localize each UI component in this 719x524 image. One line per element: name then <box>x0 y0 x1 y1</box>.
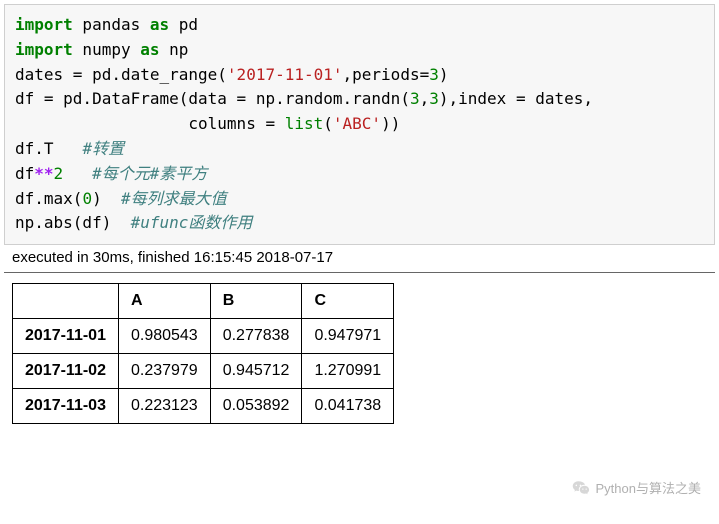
code-token: np <box>160 40 189 59</box>
row-index: 2017-11-03 <box>13 389 119 424</box>
code-token: df <box>15 164 34 183</box>
code-token <box>63 164 92 183</box>
code-token: df = pd.DataFrame(data = np.random.randn… <box>15 89 410 108</box>
code-token: pd <box>169 15 198 34</box>
code-token: dates = pd.date_range( <box>15 65 227 84</box>
table-cell: 0.053892 <box>210 389 302 424</box>
table-cell: 0.277838 <box>210 319 302 354</box>
code-token: ** <box>34 164 53 183</box>
execution-status: executed in 30ms, finished 16:15:45 2018… <box>4 245 715 273</box>
code-token: np.abs(df) <box>15 213 131 232</box>
row-index: 2017-11-01 <box>13 319 119 354</box>
code-token: #转置 <box>82 139 124 158</box>
code-token: as <box>140 40 159 59</box>
code-token: as <box>150 15 169 34</box>
code-token: list <box>285 114 324 133</box>
code-token: ) <box>439 65 449 84</box>
code-token: 0 <box>82 189 92 208</box>
col-header: B <box>210 284 302 319</box>
row-index: 2017-11-02 <box>13 354 119 389</box>
table-row: 2017-11-03 0.223123 0.053892 0.041738 <box>13 389 394 424</box>
code-token: 3 <box>410 89 420 108</box>
table-cell: 0.945712 <box>210 354 302 389</box>
code-token: df.max( <box>15 189 82 208</box>
code-token: df.T <box>15 139 82 158</box>
code-token: '2017-11-01' <box>227 65 343 84</box>
code-token: ) <box>92 189 121 208</box>
code-token: ( <box>323 114 333 133</box>
dataframe-table: A B C 2017-11-01 0.980543 0.277838 0.947… <box>12 283 394 424</box>
table-row: 2017-11-02 0.237979 0.945712 1.270991 <box>13 354 394 389</box>
code-token: ),index = dates, <box>439 89 593 108</box>
code-token: columns = <box>15 114 285 133</box>
code-token: 'ABC' <box>333 114 381 133</box>
table-cell: 0.237979 <box>118 354 210 389</box>
output-area: A B C 2017-11-01 0.980543 0.277838 0.947… <box>12 283 711 424</box>
col-header: C <box>302 284 394 319</box>
watermark-text: Python与算法之美 <box>596 478 701 497</box>
table-cell: 0.947971 <box>302 319 394 354</box>
code-token: import <box>15 15 73 34</box>
code-token: )) <box>381 114 400 133</box>
col-header: A <box>118 284 210 319</box>
code-token: 3 <box>429 65 439 84</box>
code-token: #ufunc函数作用 <box>131 213 253 232</box>
table-cell: 0.041738 <box>302 389 394 424</box>
code-token: 2 <box>54 164 64 183</box>
table-cell: 0.223123 <box>118 389 210 424</box>
code-token: import <box>15 40 73 59</box>
code-cell: import pandas as pd import numpy as np d… <box>4 4 715 245</box>
code-token: pandas <box>73 15 150 34</box>
watermark: Python与算法之美 <box>572 478 701 497</box>
wechat-icon <box>572 479 590 497</box>
code-token: ,periods= <box>343 65 430 84</box>
table-corner-cell <box>13 284 119 319</box>
table-cell: 1.270991 <box>302 354 394 389</box>
table-cell: 0.980543 <box>118 319 210 354</box>
code-token: #每列求最大值 <box>121 189 227 208</box>
table-row: 2017-11-01 0.980543 0.277838 0.947971 <box>13 319 394 354</box>
code-token: , <box>420 89 430 108</box>
table-header-row: A B C <box>13 284 394 319</box>
code-token: 3 <box>429 89 439 108</box>
code-token: #每个元#素平方 <box>92 164 207 183</box>
code-token: numpy <box>73 40 140 59</box>
